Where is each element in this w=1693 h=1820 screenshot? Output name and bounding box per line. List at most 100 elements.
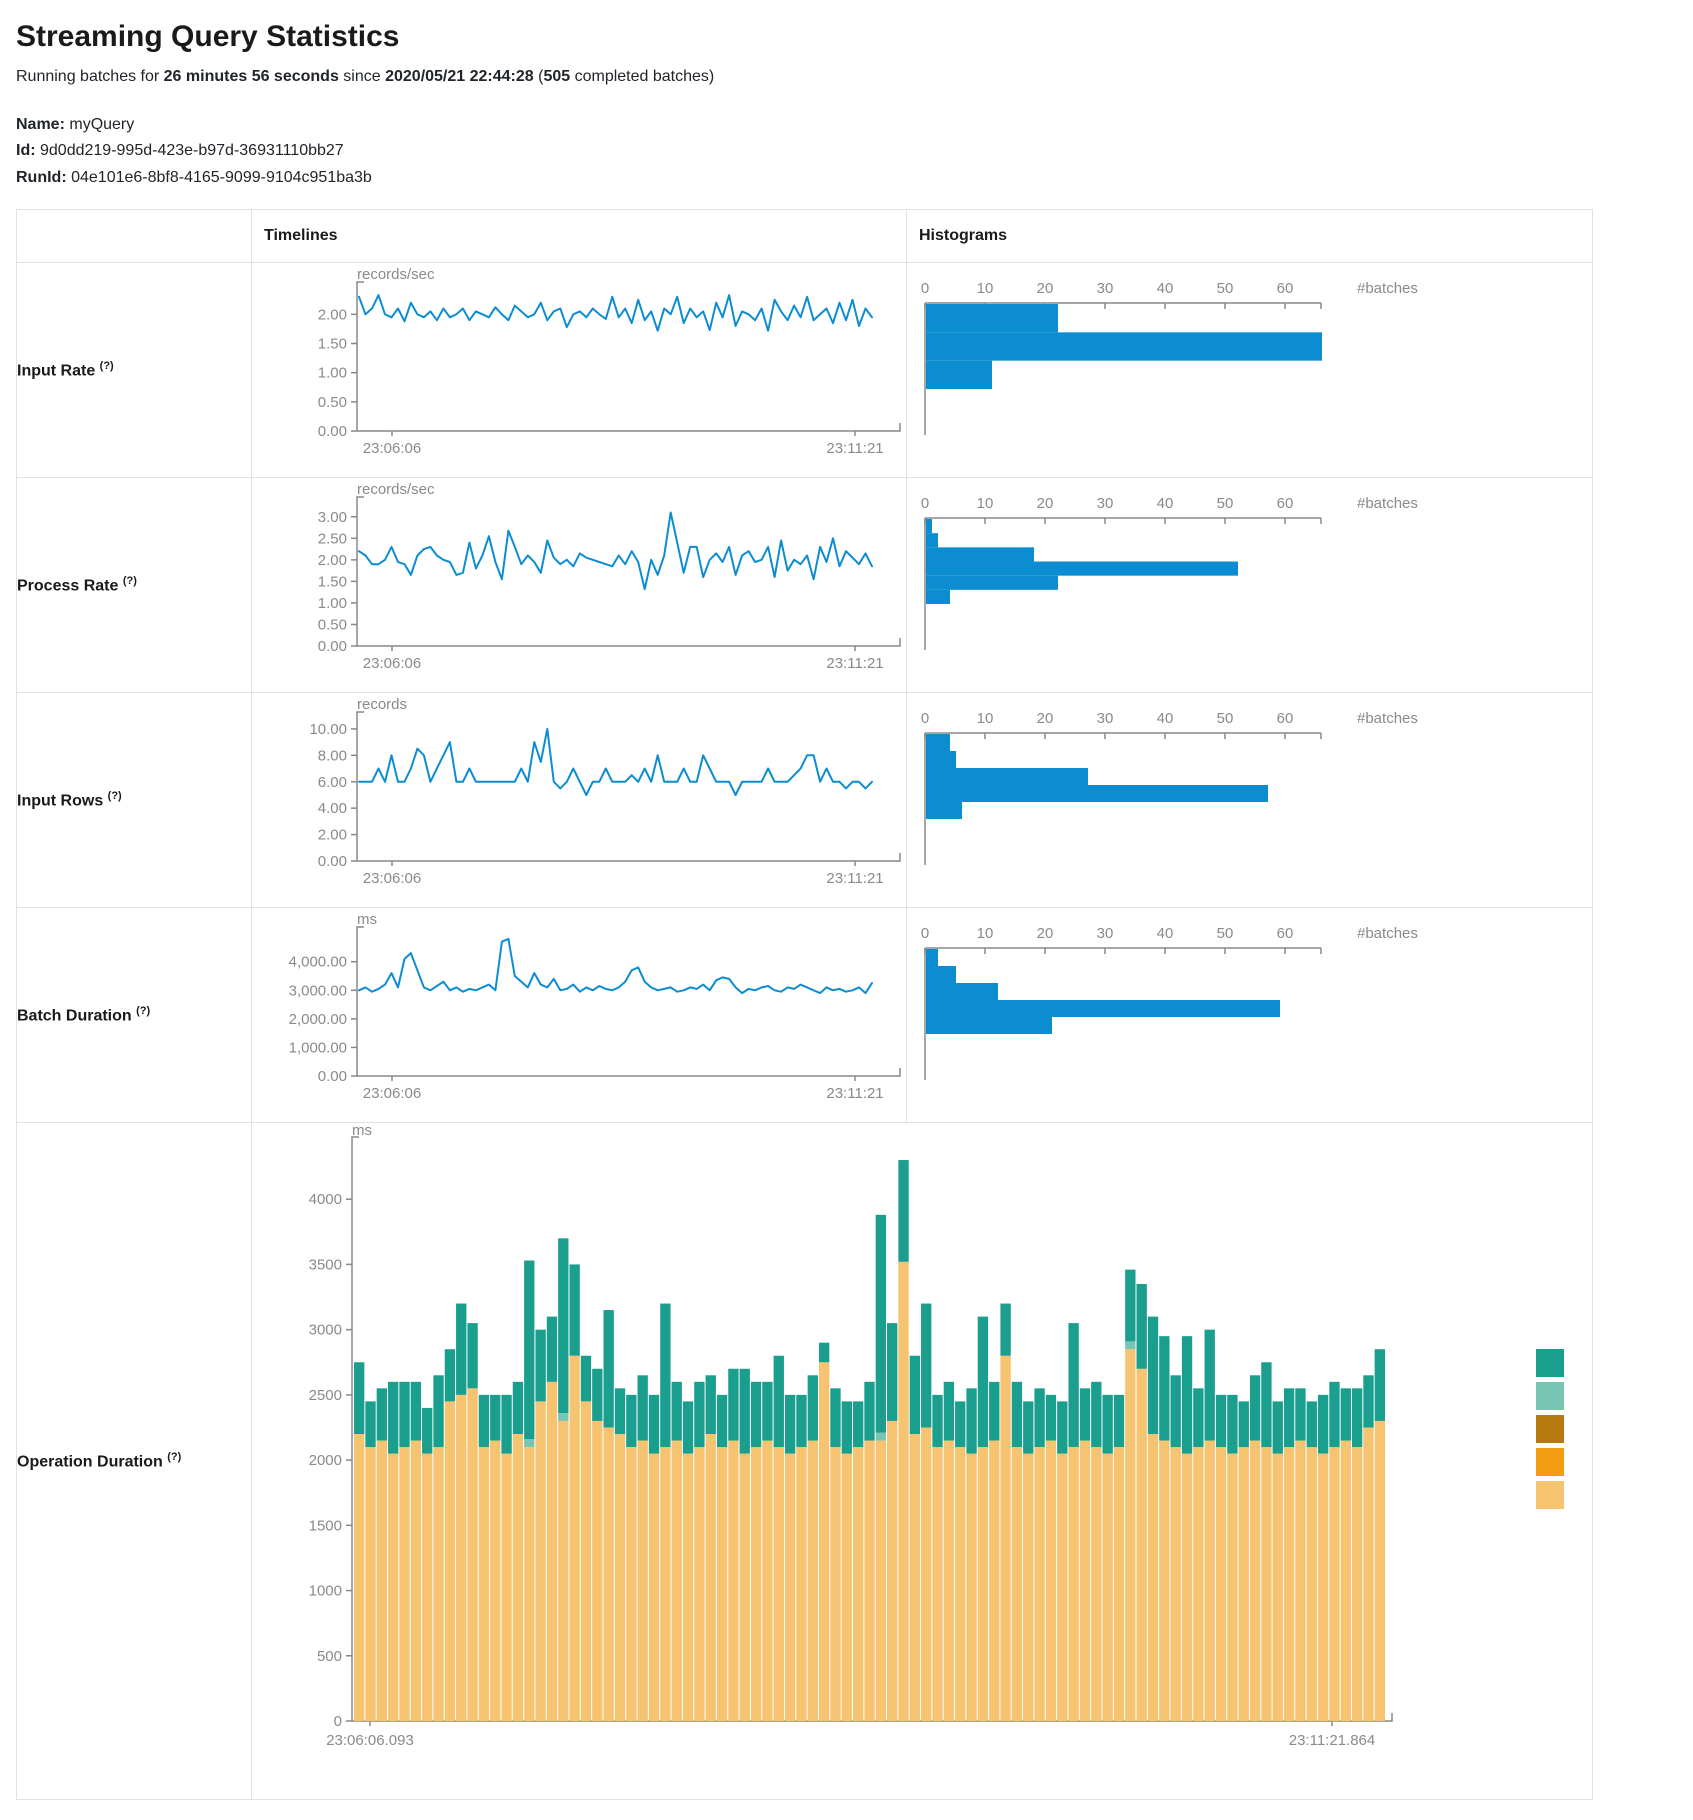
- input-rows-label-cell: Input Rows (?): [16, 692, 252, 909]
- svg-text:2,000.00: 2,000.00: [289, 1011, 347, 1028]
- svg-text:40: 40: [1157, 710, 1174, 727]
- runid-value: 04e101e6-8bf8-4165-9099-9104c951ba3b: [71, 168, 372, 186]
- process-rate-timeline-chart: records/sec 3.00 2.50 2.00 1.50 1.00 0.50 0.00 2…: [318, 481, 901, 672]
- id-value: 9d0dd219-995d-423e-b97d-36931110bb27: [40, 142, 344, 160]
- svg-text:3.00: 3.00: [318, 509, 347, 526]
- legend-swatch: [1536, 1382, 1564, 1411]
- svg-text:23:11:21: 23:11:21: [826, 655, 883, 672]
- svg-text:2.50: 2.50: [318, 530, 347, 547]
- batch-duration-histogram-cell: 0 10 20 30 40 50 60 #batches: [906, 907, 1593, 1124]
- timelines-header: Timelines: [251, 209, 907, 264]
- svg-text:records/sec: records/sec: [357, 481, 435, 498]
- svg-text:23:06:06: 23:06:06: [363, 1085, 421, 1102]
- process-rate-timeline-cell: records/sec 3.00 2.50 2.00 1.50 1.00 0.50 0.00 2…: [251, 477, 907, 694]
- svg-text:0.00: 0.00: [318, 638, 347, 655]
- svg-text:60: 60: [1277, 280, 1294, 297]
- svg-text:23:06:06.093: 23:06:06.093: [326, 1732, 414, 1749]
- svg-text:10: 10: [977, 710, 994, 727]
- svg-text:0.00: 0.00: [318, 1068, 347, 1085]
- svg-text:1.00: 1.00: [318, 595, 347, 612]
- query-name-line: Name: myQuery: [16, 112, 1677, 138]
- svg-text:10: 10: [977, 280, 994, 297]
- completed-batches-count: 505: [543, 68, 571, 85]
- input-rows-timeline-chart: records 10.00 8.00 6.00 4.00 2.00 0.00 23:06:06…: [309, 696, 901, 887]
- query-runid-line: RunId: 04e101e6-8bf8-4165-9099-9104c951b…: [16, 165, 1677, 191]
- svg-text:10.00: 10.00: [309, 721, 347, 738]
- svg-text:1500: 1500: [309, 1517, 342, 1534]
- query-id-line: Id: 9d0dd219-995d-423e-b97d-36931110bb27: [16, 138, 1677, 164]
- legend-swatch: [1536, 1448, 1564, 1477]
- input-rows-help-icon[interactable]: (?): [107, 790, 122, 802]
- svg-text:1.50: 1.50: [318, 336, 347, 353]
- input-rate-histogram-chart: 0 10 20 30 40 50 60 #batches: [921, 280, 1418, 436]
- name-value: myQuery: [69, 116, 135, 133]
- svg-text:23:11:21: 23:11:21: [826, 1085, 883, 1102]
- svg-text:0: 0: [334, 1713, 342, 1730]
- svg-text:#batches: #batches: [1357, 710, 1418, 727]
- svg-text:2.00: 2.00: [318, 552, 347, 569]
- svg-text:3500: 3500: [309, 1257, 342, 1274]
- batch-duration-histogram-chart: 0 10 20 30 40 50 60 #batches: [921, 925, 1418, 1081]
- svg-text:60: 60: [1277, 710, 1294, 727]
- input-rate-label-cell: Input Rate (?): [16, 262, 252, 479]
- svg-text:0: 0: [921, 495, 929, 512]
- operation-duration-chart-wrap: ms 4000 3500 3000 2500 2000 1500 1000 500 0 23:06:…: [252, 1122, 1592, 1799]
- statistics-table: Timelines Histograms Input Rate (?) reco…: [16, 209, 1593, 1801]
- operation-duration-label-cell: Operation Duration (?): [16, 1122, 252, 1801]
- batch-duration-timeline-chart: ms 4,000.00 3,000.00 2,000.00 1,000.00 0.00 23…: [289, 911, 901, 1102]
- histograms-header: Histograms: [906, 209, 1593, 264]
- input-rate-timeline-cell: records/sec 2.00 1.50 1.00 0.50 0.00 23:06:06 2…: [251, 262, 907, 479]
- svg-text:ms: ms: [357, 911, 377, 928]
- svg-text:0.50: 0.50: [318, 617, 347, 634]
- svg-text:50: 50: [1217, 710, 1234, 727]
- svg-text:50: 50: [1217, 925, 1234, 942]
- svg-text:2.00: 2.00: [318, 307, 347, 324]
- svg-text:30: 30: [1097, 495, 1114, 512]
- row-label: Input Rate: [17, 362, 96, 380]
- input-rows-histogram-chart: 0 10 20 30 40 50 60 #batches: [921, 710, 1418, 866]
- row-label: Batch Duration: [17, 1007, 132, 1025]
- svg-text:23:11:21: 23:11:21: [826, 440, 883, 457]
- process-rate-label-cell: Process Rate (?): [16, 477, 252, 694]
- input-rate-help-icon[interactable]: (?): [99, 360, 114, 372]
- svg-text:0: 0: [921, 710, 929, 727]
- batch-duration-timeline-cell: ms 4,000.00 3,000.00 2,000.00 1,000.00 0.00 23…: [251, 907, 907, 1124]
- input-rate-timeline-chart: records/sec 2.00 1.50 1.00 0.50 0.00 23:06:06 2…: [318, 266, 901, 457]
- svg-text:0: 0: [921, 925, 929, 942]
- svg-text:60: 60: [1277, 925, 1294, 942]
- query-metadata: Name: myQuery Id: 9d0dd219-995d-423e-b97…: [16, 112, 1677, 191]
- svg-text:1.00: 1.00: [318, 365, 347, 382]
- id-label: Id:: [16, 142, 36, 160]
- operation-duration-help-icon[interactable]: (?): [167, 1451, 182, 1463]
- svg-text:23:06:06: 23:06:06: [363, 655, 421, 672]
- svg-text:23:11:21: 23:11:21: [826, 870, 883, 887]
- process-rate-help-icon[interactable]: (?): [122, 575, 137, 587]
- summary-prefix: Running batches for: [16, 68, 164, 85]
- svg-text:20: 20: [1037, 925, 1054, 942]
- summary-open-paren: (: [533, 68, 544, 85]
- svg-text:10: 10: [977, 925, 994, 942]
- svg-text:1,000.00: 1,000.00: [289, 1040, 347, 1057]
- name-label: Name:: [16, 116, 65, 133]
- page-title: Streaming Query Statistics: [16, 20, 400, 53]
- running-duration: 26 minutes 56 seconds: [163, 68, 339, 85]
- svg-text:23:11:21.864: 23:11:21.864: [1289, 1732, 1375, 1749]
- operation-duration-chart-cell: ms 4000 3500 3000 2500 2000 1500 1000 500 0 23:06:…: [251, 1122, 1593, 1801]
- svg-text:30: 30: [1097, 925, 1114, 942]
- input-rows-timeline-cell: records 10.00 8.00 6.00 4.00 2.00 0.00 23:06:06…: [251, 692, 907, 909]
- table-row: Input Rate (?) records/sec 2.00 1.50 1.00 0.…: [16, 262, 1593, 479]
- process-rate-histogram-cell: 0 10 20 30 40 50 60 #batches: [906, 477, 1593, 694]
- summary-suffix: completed batches): [570, 68, 715, 85]
- svg-text:20: 20: [1037, 495, 1054, 512]
- svg-text:#batches: #batches: [1357, 495, 1418, 512]
- svg-text:4.00: 4.00: [318, 800, 347, 817]
- svg-text:20: 20: [1037, 710, 1054, 727]
- svg-text:0.50: 0.50: [318, 394, 347, 411]
- svg-text:500: 500: [317, 1648, 342, 1665]
- svg-text:#batches: #batches: [1357, 280, 1418, 297]
- row-label: Operation Duration: [17, 1453, 163, 1471]
- svg-text:40: 40: [1157, 280, 1174, 297]
- svg-text:2000: 2000: [309, 1452, 342, 1469]
- batch-duration-help-icon[interactable]: (?): [136, 1005, 151, 1017]
- svg-text:0.00: 0.00: [318, 853, 347, 870]
